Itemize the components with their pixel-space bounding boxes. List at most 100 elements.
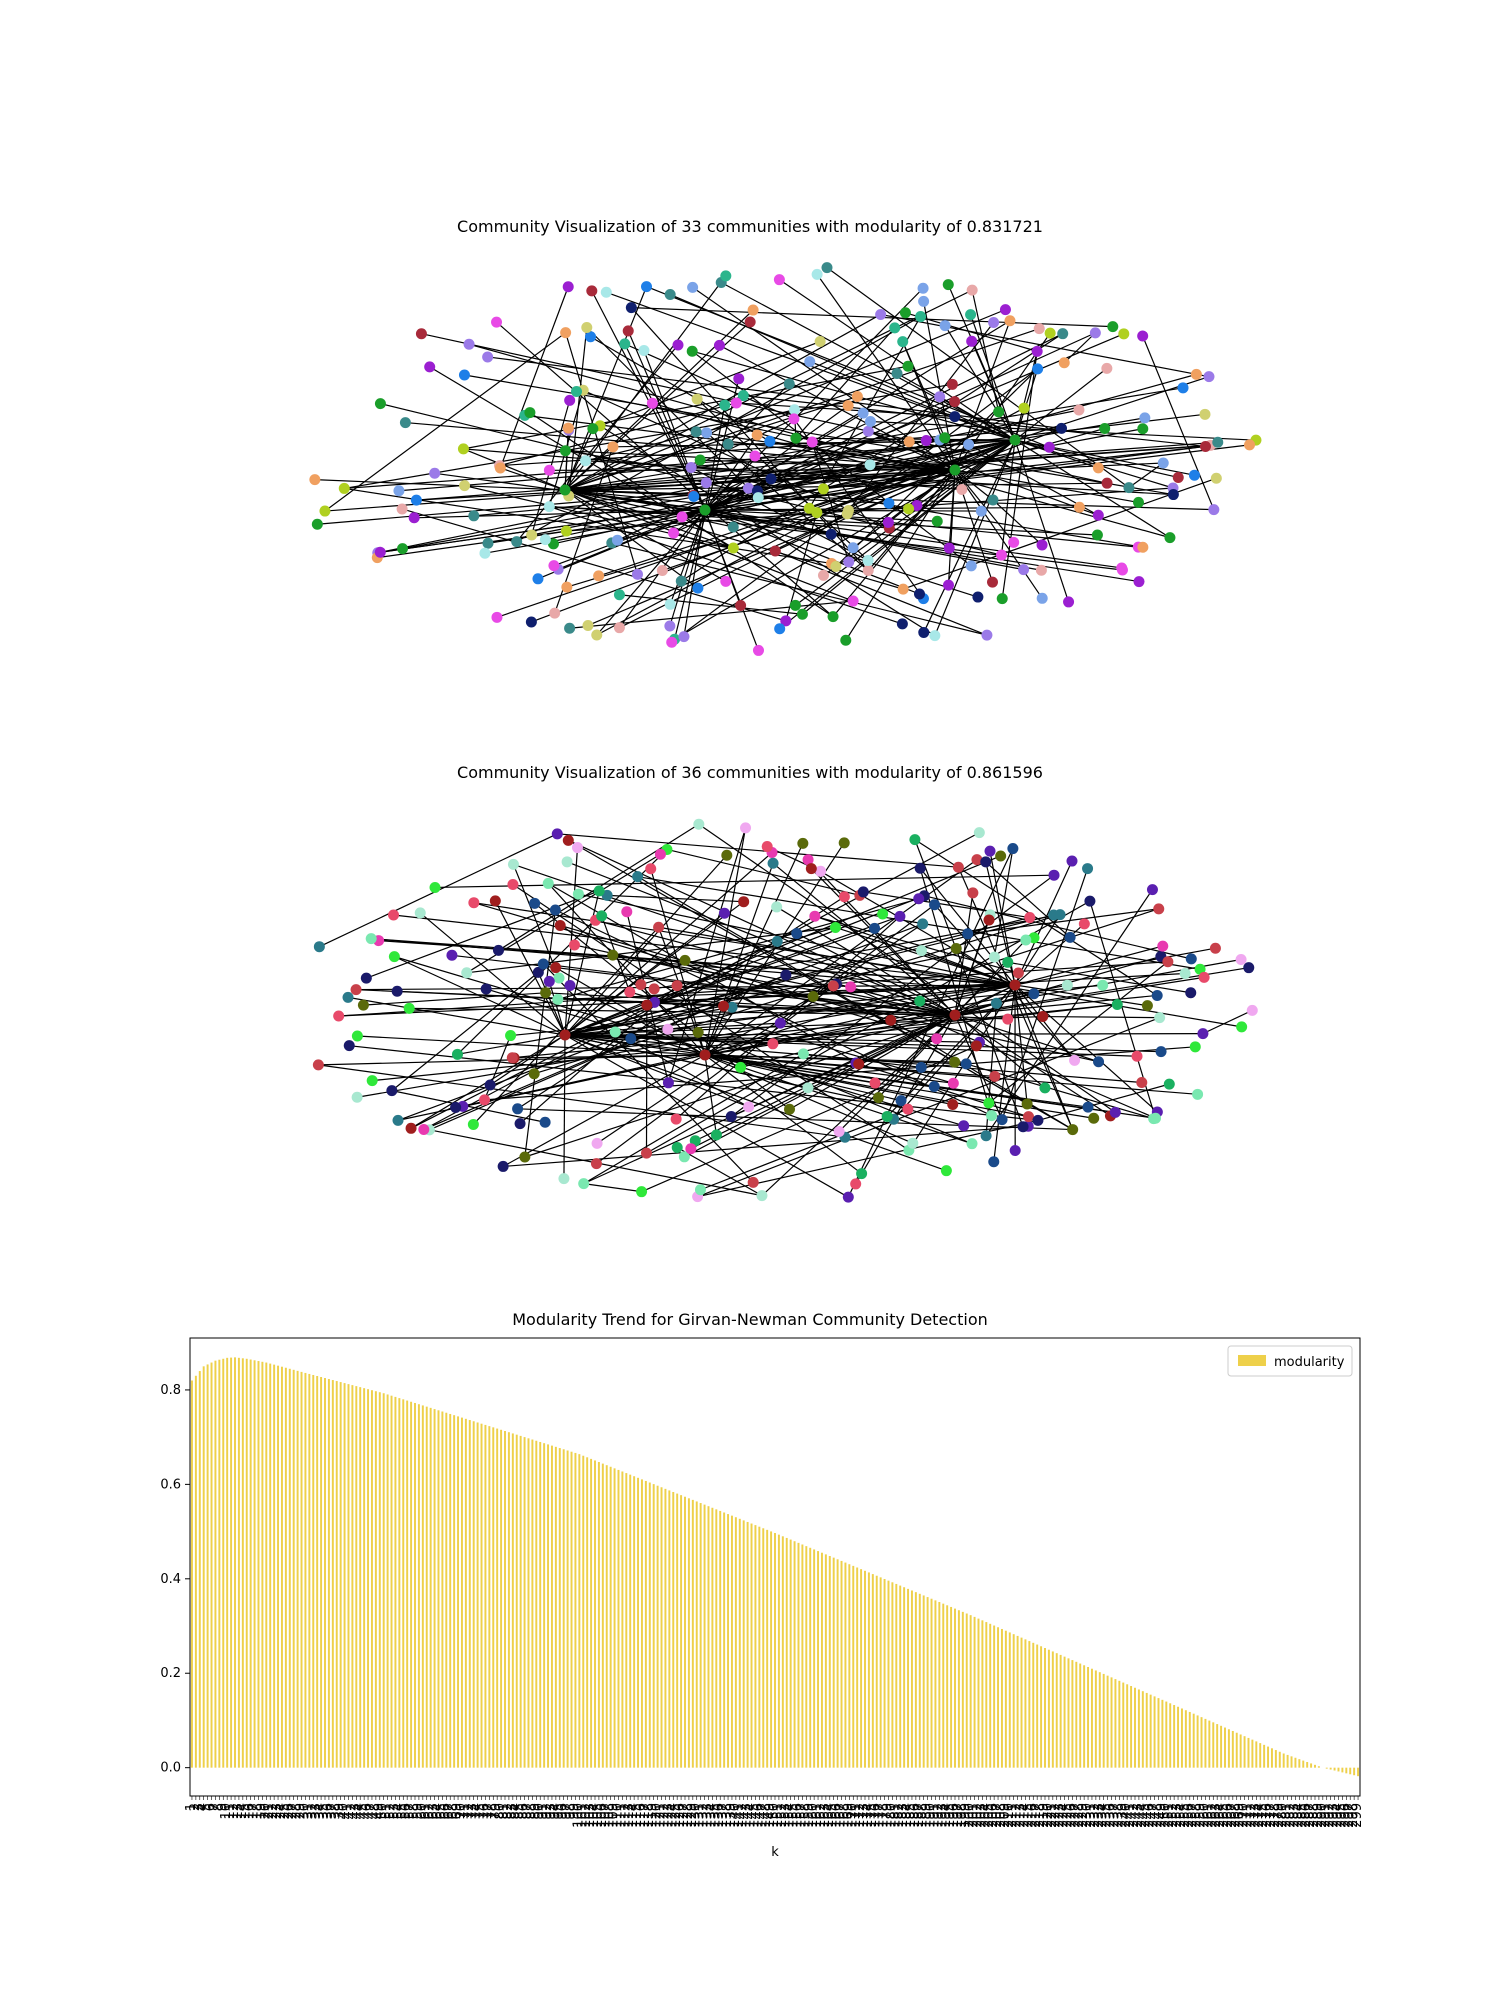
x-tick-label: 136 xyxy=(712,1803,727,1828)
graph-node xyxy=(458,369,470,381)
x-tick-label: 251 xyxy=(1162,1803,1177,1828)
edge xyxy=(919,867,1016,986)
graph-node xyxy=(1235,954,1247,966)
graph-node xyxy=(1044,327,1056,339)
graph-node xyxy=(396,503,408,515)
bar xyxy=(840,1560,843,1768)
bar xyxy=(590,1458,593,1768)
x-tick-label: 260 xyxy=(1197,1803,1212,1828)
graph-node xyxy=(593,885,605,897)
graph-node xyxy=(560,327,572,339)
graph-node xyxy=(902,360,914,372)
x-tick-label: 112 xyxy=(618,1803,633,1828)
bar xyxy=(511,1433,514,1768)
bar xyxy=(1075,1661,1078,1768)
x-tick-label: 47 xyxy=(364,1803,379,1820)
bar xyxy=(574,1452,577,1768)
graph-node xyxy=(374,546,386,558)
edge xyxy=(547,883,706,1056)
bar xyxy=(1169,1703,1172,1768)
edge xyxy=(512,883,910,1151)
edge xyxy=(611,542,988,636)
bar xyxy=(660,1487,663,1768)
bar xyxy=(194,1375,197,1768)
legend: modularity xyxy=(1227,1345,1353,1377)
x-tick-label: 233 xyxy=(1092,1803,1107,1828)
graph-node xyxy=(842,504,854,516)
edge xyxy=(421,333,1108,484)
x-tick-label: 123 xyxy=(661,1803,676,1828)
graph-node xyxy=(374,398,386,410)
graph-node xyxy=(568,939,580,951)
edge xyxy=(612,954,956,1016)
bar xyxy=(1020,1637,1023,1768)
bar xyxy=(875,1575,878,1768)
graph-node xyxy=(918,626,930,638)
x-tick-label: 206 xyxy=(986,1803,1001,1828)
graph-node xyxy=(397,543,409,555)
bar xyxy=(550,1445,553,1768)
bar xyxy=(1134,1687,1136,1768)
graph-node xyxy=(931,515,943,527)
graph-node xyxy=(1064,931,1076,943)
x-tick-label: 145 xyxy=(747,1803,762,1828)
community-network-graph-2 xyxy=(312,818,1258,1203)
x-tick-label: 81 xyxy=(497,1803,512,1820)
x-tick-label: 118 xyxy=(642,1803,657,1828)
hub-node xyxy=(699,504,711,516)
bar xyxy=(304,1372,307,1768)
graph-node xyxy=(1137,541,1149,553)
bar xyxy=(594,1460,596,1768)
graph-node xyxy=(962,928,974,940)
bar xyxy=(1220,1725,1223,1768)
graph-node xyxy=(529,897,541,909)
bar xyxy=(410,1401,413,1768)
x-tick-label: 126 xyxy=(673,1803,688,1828)
graph-node xyxy=(751,429,763,441)
graph-node xyxy=(1210,472,1222,484)
x-tick-label: 172 xyxy=(853,1803,868,1828)
bar xyxy=(214,1360,217,1768)
bar xyxy=(1024,1639,1027,1768)
graph-node xyxy=(971,854,983,866)
graph-node xyxy=(1035,564,1047,576)
x-tick-label: 234 xyxy=(1096,1803,1111,1828)
x-tick-label: 18 xyxy=(250,1803,265,1820)
bar xyxy=(766,1529,769,1768)
bar xyxy=(257,1361,260,1768)
graph-node xyxy=(920,434,932,446)
x-tick-label: 102 xyxy=(579,1803,594,1828)
graph-node xyxy=(552,993,564,1005)
bar xyxy=(351,1385,354,1768)
x-tick-label: 113 xyxy=(622,1803,637,1828)
x-tick-label: 56 xyxy=(399,1803,414,1820)
edge xyxy=(696,431,956,471)
graph-node xyxy=(805,863,817,875)
edge xyxy=(409,1007,956,1016)
hub-node xyxy=(1009,979,1021,991)
bar xyxy=(997,1627,1000,1768)
graph-node xyxy=(1203,371,1215,383)
bar xyxy=(1298,1759,1301,1768)
edge xyxy=(985,861,1071,938)
graph-node xyxy=(564,394,576,406)
bar xyxy=(907,1588,910,1768)
x-tick-label: 181 xyxy=(888,1803,903,1828)
bar xyxy=(1126,1684,1129,1768)
x-tick-label: 248 xyxy=(1150,1803,1165,1828)
graph-node xyxy=(1197,1028,1209,1040)
bar xyxy=(1157,1698,1160,1768)
x-tick-label: 246 xyxy=(1143,1803,1158,1828)
x-tick-label: 254 xyxy=(1174,1803,1189,1828)
graph-node xyxy=(551,828,563,840)
bar xyxy=(515,1434,518,1768)
x-tick-label: 215 xyxy=(1021,1803,1036,1828)
y-tick-label: 0.4 xyxy=(160,1572,181,1587)
graph-node xyxy=(532,573,544,585)
graph-node xyxy=(1111,998,1123,1010)
graph-node xyxy=(312,1059,324,1071)
graph-node xyxy=(943,542,955,554)
graph-node xyxy=(351,1091,363,1103)
bar xyxy=(938,1602,941,1768)
graph-node xyxy=(450,1101,462,1113)
